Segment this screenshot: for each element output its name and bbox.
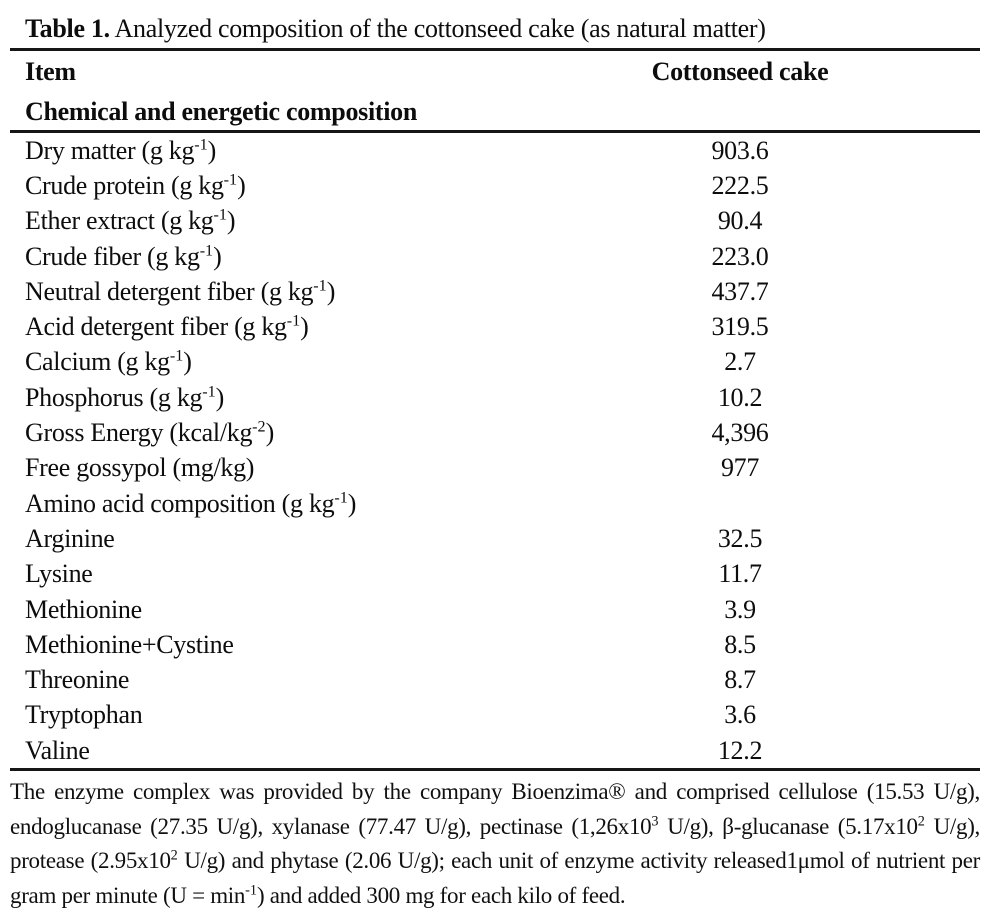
top-rule	[10, 48, 980, 51]
table-row: Crude protein (g kg-1) 222.5	[10, 168, 980, 203]
row-value: 8.7	[724, 665, 756, 695]
row-label: Acid detergent fiber (g kg-1)	[25, 312, 309, 342]
row-label: Ether extract (g kg-1)	[25, 206, 236, 236]
row-value: 223.0	[711, 241, 769, 271]
table-row: Acid detergent fiber (g kg-1) 319.5	[10, 309, 980, 344]
row-label: Methionine	[25, 594, 142, 624]
table-row: Valine 12.2	[10, 733, 980, 768]
table-row: Dry matter (g kg-1) 903.6	[10, 133, 980, 168]
table-row: Amino acid composition (g kg-1)	[10, 486, 980, 521]
row-label: Methionine+Cystine	[25, 629, 234, 659]
table-row: Methionine 3.9	[10, 592, 980, 627]
row-value: 32.5	[717, 523, 763, 553]
table-caption-text: Analyzed composition of the cottonseed c…	[109, 14, 766, 43]
row-label: Gross Energy (kcal/kg-2)	[25, 418, 274, 448]
column-header-cottonseed-cake: Cottonseed cake	[651, 57, 829, 86]
row-value: 437.7	[711, 276, 769, 306]
table-row: Neutral detergent fiber (g kg-1) 437.7	[10, 274, 980, 309]
row-value: 10.2	[717, 382, 763, 412]
row-value: 3.6	[724, 700, 756, 730]
header-rule	[10, 130, 980, 133]
table-row: Gross Energy (kcal/kg-2) 4,396	[10, 415, 980, 450]
row-value: 4,396	[711, 418, 769, 448]
table-row: Free gossypol (mg/kg) 977	[10, 451, 980, 486]
section-header-chemical-energetic: Chemical and energetic composition	[25, 96, 418, 126]
table-caption: Table 1. Analyzed composition of the cot…	[25, 12, 980, 46]
row-value: 3.9	[724, 594, 756, 624]
table-row: Arginine 32.5	[10, 521, 980, 556]
row-value: 11.7	[718, 559, 762, 589]
row-label: Amino acid composition (g kg-1)	[25, 488, 357, 518]
table-row: Crude fiber (g kg-1) 223.0	[10, 239, 980, 274]
table-row: Calcium (g kg-1) 2.7	[10, 345, 980, 380]
table-header-row: Item Cottonseed cake	[10, 51, 980, 93]
row-value: 222.5	[711, 170, 769, 200]
row-value: 8.5	[724, 629, 756, 659]
row-label: Free gossypol (mg/kg)	[25, 453, 255, 483]
bottom-rule	[10, 768, 980, 772]
table-row: Tryptophan 3.6	[10, 698, 980, 733]
table-row: Methionine+Cystine 8.5	[10, 627, 980, 662]
row-label: Neutral detergent fiber (g kg-1)	[25, 276, 336, 306]
row-value: 90.4	[717, 206, 763, 236]
table-footnote: The enzyme complex was provided by the c…	[10, 779, 980, 908]
table-body: Dry matter (g kg-1) 903.6 Crude protein …	[10, 133, 980, 768]
row-label: Calcium (g kg-1)	[25, 347, 192, 377]
table-row: Phosphorus (g kg-1) 10.2	[10, 380, 980, 415]
row-label: Threonine	[25, 665, 130, 695]
row-label: Tryptophan	[25, 700, 143, 730]
row-value: 977	[720, 453, 760, 483]
row-label: Valine	[25, 735, 90, 765]
row-value: 2.7	[724, 347, 756, 377]
row-label: Crude fiber (g kg-1)	[25, 241, 222, 271]
section-header-row: Chemical and energetic composition	[10, 93, 980, 130]
table-row: Lysine 11.7	[10, 557, 980, 592]
row-label: Lysine	[25, 559, 93, 589]
table-row: Threonine 8.7	[10, 662, 980, 697]
column-header-item: Item	[25, 57, 76, 86]
row-label: Crude protein (g kg-1)	[25, 170, 246, 200]
row-value: 12.2	[717, 735, 763, 765]
table-row: Ether extract (g kg-1) 90.4	[10, 204, 980, 239]
row-label: Arginine	[25, 523, 115, 553]
table-caption-number: Table 1.	[25, 14, 110, 43]
row-value: 903.6	[711, 135, 769, 165]
row-label: Phosphorus (g kg-1)	[25, 382, 224, 412]
row-value: 319.5	[711, 312, 769, 342]
row-label: Dry matter (g kg-1)	[25, 135, 216, 165]
